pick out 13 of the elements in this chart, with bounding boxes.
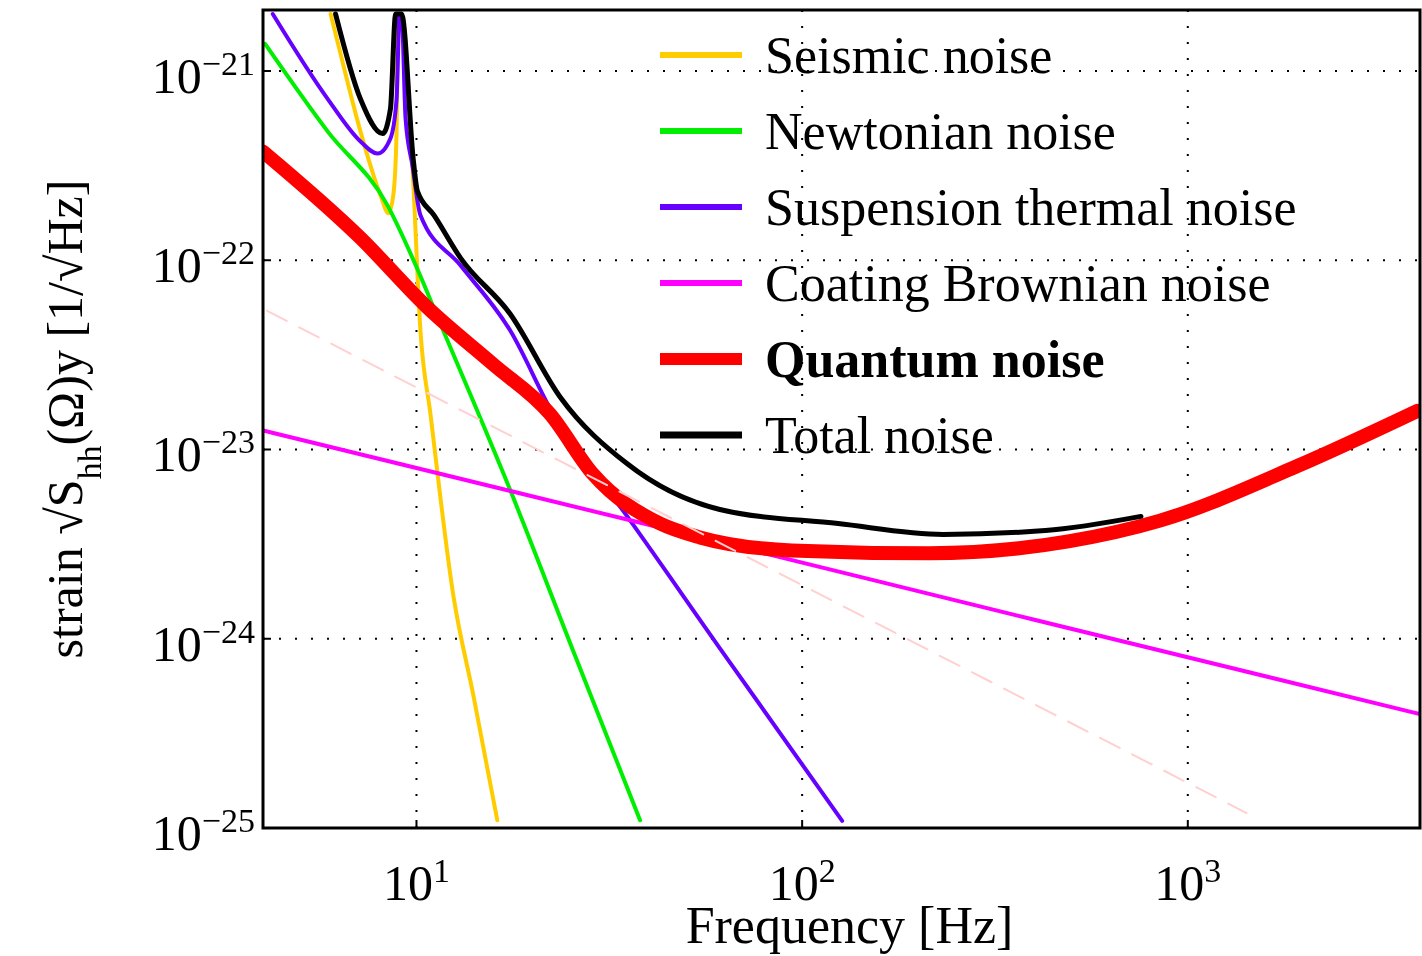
y-tick-label: 10$^{−23}$ (151, 422, 255, 483)
legend-label: Newtonian noise (765, 103, 1116, 160)
legend-label: Suspension thermal noise (765, 179, 1297, 236)
x-tick-label: 10$^{1}$ (382, 851, 450, 911)
y-tick-label: 10$^{−24}$ (151, 612, 255, 672)
y-tick-label: 10$^{−21}$ (151, 44, 255, 104)
y-tick-label: 10$^{−25}$ (151, 801, 255, 861)
legend-label: Quantum noise (765, 331, 1105, 388)
legend-label: Total noise (765, 407, 994, 464)
y-tick-label: 10$^{−22}$ (151, 233, 255, 294)
legend-label: Coating Brownian noise (765, 255, 1271, 312)
legend-label: Seismic noise (765, 27, 1053, 84)
x-tick-label: 10$^{3}$ (1154, 851, 1222, 911)
